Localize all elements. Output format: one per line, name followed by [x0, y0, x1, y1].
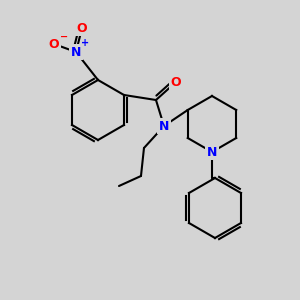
Text: −: − [60, 32, 68, 42]
Text: O: O [77, 22, 87, 34]
Text: +: + [81, 38, 89, 48]
Text: O: O [171, 76, 181, 88]
Text: N: N [207, 146, 217, 158]
Text: N: N [71, 46, 81, 59]
Text: N: N [159, 119, 169, 133]
Text: O: O [49, 38, 59, 50]
